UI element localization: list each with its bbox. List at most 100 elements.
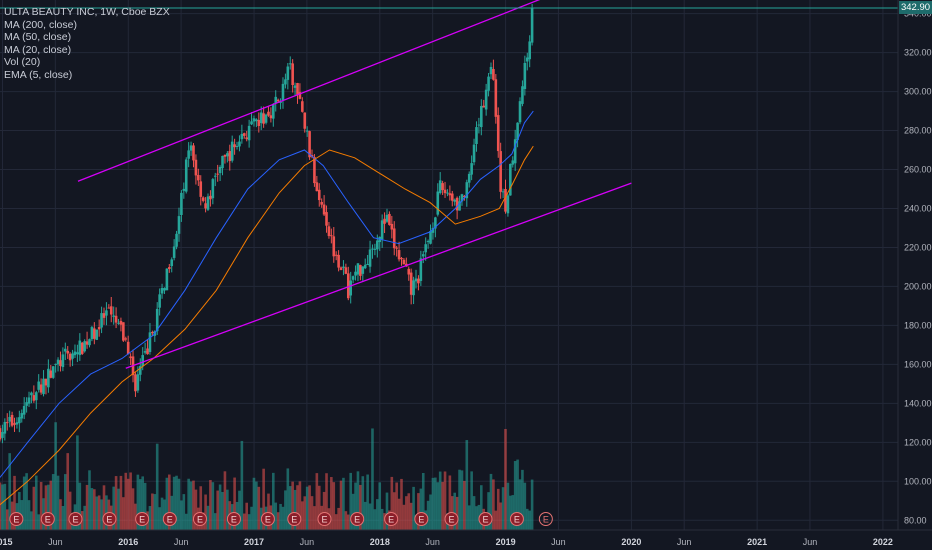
- volume-bar: [30, 511, 33, 530]
- volume-bar: [131, 488, 135, 530]
- indicator-legend: ULTA BEAUTY INC, 1W, Cboe BZX MA (200, c…: [4, 6, 170, 82]
- earnings-marker: [135, 512, 150, 526]
- candle-body: [85, 341, 89, 345]
- price-tick-label: 120.00: [904, 437, 932, 447]
- ma50-label[interactable]: MA (50, close): [4, 31, 72, 44]
- candle-body: [226, 153, 229, 157]
- time-tick-label: Jun: [300, 537, 315, 547]
- candle-body: [431, 227, 435, 233]
- ema5-label[interactable]: EMA (5, close): [4, 68, 73, 81]
- candle-body: [1, 432, 4, 438]
- volume-bar: [470, 471, 473, 530]
- volume-bar: [325, 473, 328, 530]
- volume-label[interactable]: Vol (20): [4, 56, 41, 69]
- time-tick-label: 2017: [244, 537, 264, 547]
- earnings-marker: [538, 512, 553, 526]
- volume-bar: [458, 469, 461, 530]
- trend-channel[interactable]: [0, 0, 898, 369]
- volume-bar: [443, 471, 447, 530]
- volume-bar: [499, 502, 502, 530]
- candle-body: [117, 322, 120, 324]
- candle-body: [124, 338, 128, 340]
- volume-bar: [158, 507, 161, 530]
- candle-body: [349, 280, 353, 296]
- candle-body: [434, 217, 437, 229]
- candle-body: [18, 417, 21, 424]
- volume-bar: [419, 488, 423, 530]
- candle-body: [100, 313, 103, 328]
- candle-body: [109, 306, 113, 315]
- ma200-label[interactable]: MA (200, close): [4, 18, 77, 31]
- candle-body: [482, 105, 486, 108]
- volume-bar: [100, 499, 103, 530]
- candle-body: [209, 195, 212, 200]
- candle-body: [255, 119, 258, 122]
- volume-bar: [453, 492, 457, 530]
- volume-bar: [361, 476, 365, 530]
- candle-body: [518, 101, 522, 123]
- candle-body: [114, 315, 118, 323]
- volume-bar: [216, 490, 219, 530]
- ma20-label[interactable]: MA (20, close): [4, 43, 72, 56]
- volume-bar: [61, 505, 65, 530]
- candle-body: [332, 236, 336, 257]
- candle-body: [322, 204, 326, 215]
- candle-body: [368, 249, 372, 267]
- candle-body: [424, 244, 427, 253]
- time-tick-label: 2022: [873, 537, 893, 547]
- volume-bar: [66, 453, 70, 530]
- time-axis[interactable]: 2015 Jun 2016 Jun 2017 Jun 2018 Jun 2019 Jun 2020 J…: [0, 529, 932, 550]
- price-tick-label: 80.00: [904, 515, 927, 525]
- volume-bar: [480, 485, 483, 530]
- candle-body: [71, 353, 74, 359]
- earnings-marker-label: E: [482, 515, 488, 525]
- price-axis[interactable]: 80.00 100.00 120.00 140.00 160.00 180.00 200.0…: [897, 0, 932, 550]
- candle-body: [383, 218, 386, 224]
- candle-body: [56, 359, 60, 365]
- volume-bar: [354, 482, 357, 530]
- volume-bar: [378, 482, 382, 530]
- candle-body: [501, 191, 505, 193]
- volume-bar: [97, 495, 101, 530]
- candle-body: [477, 124, 481, 126]
- volume-bar: [114, 476, 118, 530]
- volume-bar: [76, 435, 79, 530]
- volume-bar: [465, 440, 469, 530]
- candle-body: [458, 201, 461, 211]
- volume-bar: [245, 502, 249, 530]
- volume-bar: [252, 477, 256, 530]
- volume-bar: [397, 498, 401, 530]
- candle-body: [93, 328, 96, 339]
- symbol-title[interactable]: ULTA BEAUTY INC, 1W, Cboe BZX: [4, 6, 170, 18]
- candle-body: [42, 378, 45, 395]
- volume-bar: [530, 479, 534, 530]
- candle-body: [122, 322, 125, 341]
- volume-bar: [426, 500, 430, 530]
- candle-body: [47, 368, 50, 388]
- volume-bar: [448, 475, 452, 530]
- candle-body: [419, 258, 423, 281]
- volume-bar: [463, 480, 466, 530]
- time-tick-label: Jun: [174, 537, 189, 547]
- candle-body: [155, 308, 159, 332]
- candle-body: [450, 193, 454, 201]
- earnings-marker-label: E: [106, 515, 112, 525]
- candle-body: [303, 112, 307, 129]
- volume-bar: [330, 477, 333, 530]
- time-tick-label: 2015: [0, 537, 13, 547]
- candle-body: [388, 213, 391, 225]
- volume-bar: [332, 482, 336, 530]
- volume-bar: [407, 493, 411, 530]
- volume-bar: [274, 502, 278, 530]
- candle-body: [397, 250, 401, 260]
- volume-bar: [356, 471, 360, 530]
- candle-body: [356, 263, 360, 275]
- candle-body: [513, 139, 517, 164]
- candle-body: [199, 181, 203, 197]
- volume-bar: [240, 440, 244, 530]
- candle-body: [0, 428, 2, 440]
- volume-bar: [119, 475, 123, 530]
- volume-bar: [380, 508, 384, 530]
